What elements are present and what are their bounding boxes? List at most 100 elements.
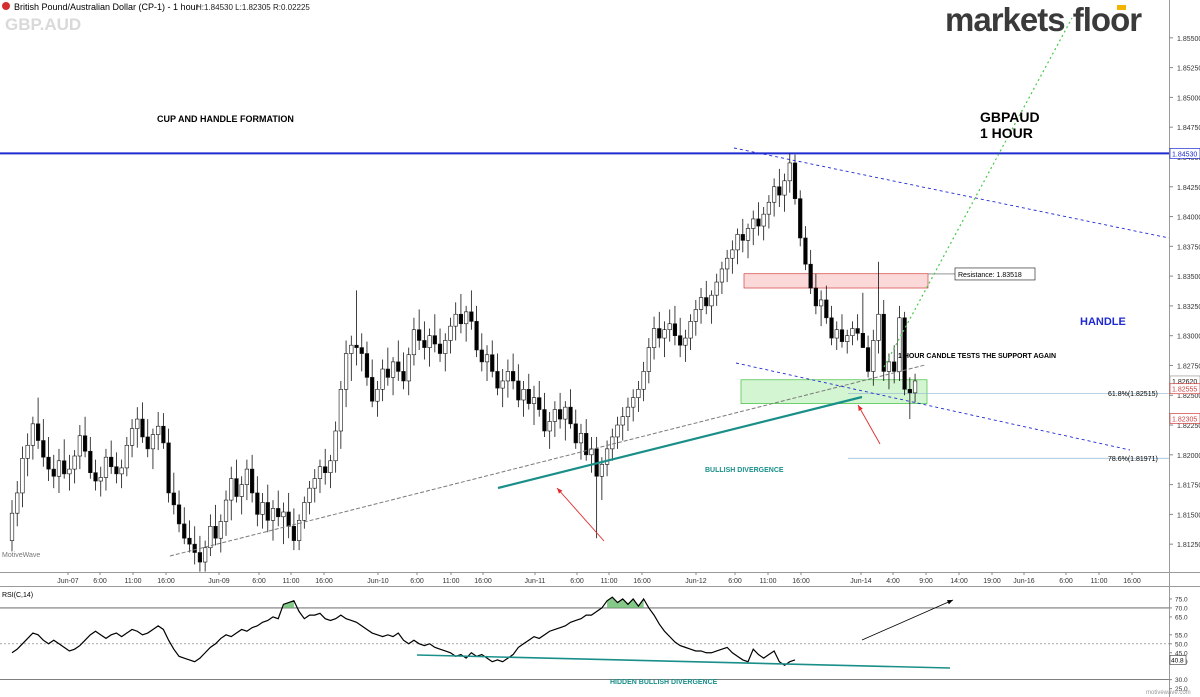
candle-body-up — [56, 460, 62, 477]
candle-body-up — [427, 335, 432, 348]
candle-body-down — [422, 340, 427, 348]
candle — [834, 321, 839, 350]
candle-body-up — [563, 406, 568, 420]
timeframe-annotation: 1 HOUR — [980, 125, 1033, 141]
candle-body-down — [557, 409, 563, 420]
y-tick-label: 1.85250 — [1177, 66, 1200, 73]
candle-body-up — [30, 423, 35, 446]
candle-body-up — [631, 397, 636, 408]
fib-786-label: 78.6%(1.81971) — [1108, 456, 1158, 463]
y-tick-label: 1.84750 — [1177, 125, 1200, 132]
y-tick-label: 1.81750 — [1177, 483, 1200, 490]
x-tick-label: 11:00 — [760, 578, 777, 585]
candle-body-up — [521, 388, 526, 401]
candle-body-down — [777, 186, 782, 196]
candle — [521, 380, 526, 417]
candle — [495, 353, 500, 396]
channel-top-line — [733, 147, 1170, 239]
candle — [103, 448, 109, 491]
candle-body-up — [150, 434, 156, 450]
candle-body-down — [265, 502, 270, 521]
candle — [129, 419, 135, 458]
candle — [98, 466, 103, 497]
candle-body-down — [109, 456, 114, 468]
candle-body-down — [458, 313, 464, 325]
candle-body-down — [803, 237, 808, 265]
candle-body-up — [818, 299, 824, 307]
candle-body-up — [500, 380, 505, 389]
candle-body-up — [270, 508, 276, 521]
candle-body-down — [323, 466, 328, 473]
green-projection-line — [883, 17, 1073, 368]
candle-body-down — [495, 371, 500, 389]
candle — [135, 407, 140, 448]
candle — [573, 409, 578, 449]
candle — [552, 401, 557, 437]
candle-body-up — [72, 455, 77, 470]
candle-body-up — [589, 448, 594, 456]
candle-body-down — [573, 423, 578, 444]
x-tick-label: 6:00 — [1059, 578, 1073, 585]
candle-body-up — [208, 526, 213, 549]
candle-body-up — [662, 329, 667, 339]
x-tick-label: 16:00 — [1123, 578, 1141, 585]
chart-title: British Pound/Australian Dollar (CP-1) -… — [14, 2, 199, 12]
candle — [589, 436, 594, 473]
candle-body-down — [469, 311, 474, 322]
chart-stats: H:1.84530 L:1.82305 R:0.02225 — [196, 3, 310, 12]
candle — [500, 369, 505, 408]
candle — [161, 413, 166, 449]
rsi-tick-label: 75.0 — [1175, 596, 1188, 603]
handle-annotation: HANDLE — [1080, 316, 1126, 328]
candle-body-up — [751, 218, 756, 229]
rsi-tick-label: 25.0 — [1175, 686, 1188, 693]
candle — [516, 364, 521, 408]
candle — [646, 338, 651, 384]
candle — [192, 526, 197, 565]
candle-body-up — [610, 436, 615, 450]
y-tick-label: 1.83750 — [1177, 244, 1200, 251]
y-tick-label: 1.84250 — [1177, 185, 1200, 192]
candle — [526, 373, 531, 410]
rsi-overbought-fill — [607, 597, 644, 608]
candle — [239, 476, 244, 515]
candle — [354, 290, 359, 366]
x-tick-label: 14:00 — [950, 578, 968, 585]
pair-annotation: GBPAUD — [980, 109, 1040, 125]
candle-body-up — [850, 328, 855, 336]
candle — [411, 317, 417, 366]
candle — [860, 292, 865, 348]
candle — [437, 328, 443, 362]
candle — [688, 314, 693, 350]
candle — [72, 450, 77, 484]
candle — [20, 446, 25, 508]
candle-body-up — [745, 228, 751, 241]
candle — [166, 428, 171, 503]
candle — [474, 305, 479, 358]
candle — [845, 329, 850, 354]
hidden-divergence-annotation: HIDDEN BULLISH DIVERGENCE — [610, 679, 718, 686]
candle — [505, 359, 511, 398]
candle — [302, 496, 307, 529]
candle — [557, 392, 563, 429]
candle-body-up — [730, 249, 735, 259]
candle-body-down — [88, 450, 93, 473]
candle — [25, 433, 30, 477]
svg-text:1.82555: 1.82555 — [1172, 387, 1197, 394]
cup-handle-annotation: CUP AND HANDLE FORMATION — [157, 114, 294, 124]
candle-body-down — [255, 492, 260, 515]
candle — [886, 353, 892, 390]
candle-body-down — [359, 347, 364, 354]
red-arrow-upper — [857, 404, 881, 445]
x-tick-label: Jun-16 — [1013, 578, 1035, 585]
candle — [62, 439, 67, 479]
candle-body-down — [187, 537, 192, 545]
red-arrow-lower — [556, 487, 605, 542]
x-tick-label: Jun-07 — [57, 578, 79, 585]
candle — [464, 305, 469, 342]
candle — [912, 373, 918, 403]
x-tick-label: 19:00 — [983, 578, 1001, 585]
candle-body-up — [845, 335, 850, 342]
